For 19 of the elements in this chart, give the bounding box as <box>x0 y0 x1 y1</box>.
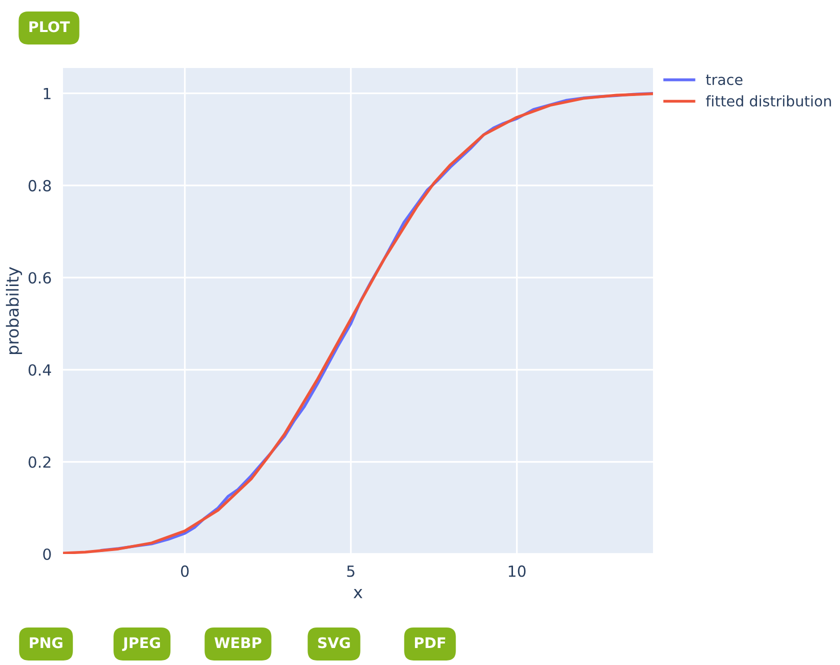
y-tick-label: 0.2 <box>28 456 50 468</box>
text: WEBP <box>214 637 262 648</box>
x-tick-label: 10 <box>508 565 526 577</box>
y-tick-label: 1 <box>44 88 50 100</box>
text: PLOT <box>29 21 70 32</box>
y-tick-label: 0.6 <box>28 272 51 284</box>
x-tick-label: 0 <box>181 565 189 577</box>
x-tick-label: 5 <box>347 566 354 577</box>
y-tick-label: 0.4 <box>28 364 52 376</box>
text: PNG <box>30 637 62 648</box>
text: SVG <box>318 637 350 648</box>
legend-label: trace <box>706 74 742 86</box>
text: JPEG <box>122 637 160 651</box>
text: PDF <box>414 637 446 648</box>
y-tick-label: 0.8 <box>28 180 51 192</box>
y-tick-label: 0 <box>43 548 51 560</box>
legend-label: fitted distribution <box>706 95 831 107</box>
y-axis-title: probability <box>6 267 22 354</box>
x-axis-title: x <box>354 589 362 598</box>
